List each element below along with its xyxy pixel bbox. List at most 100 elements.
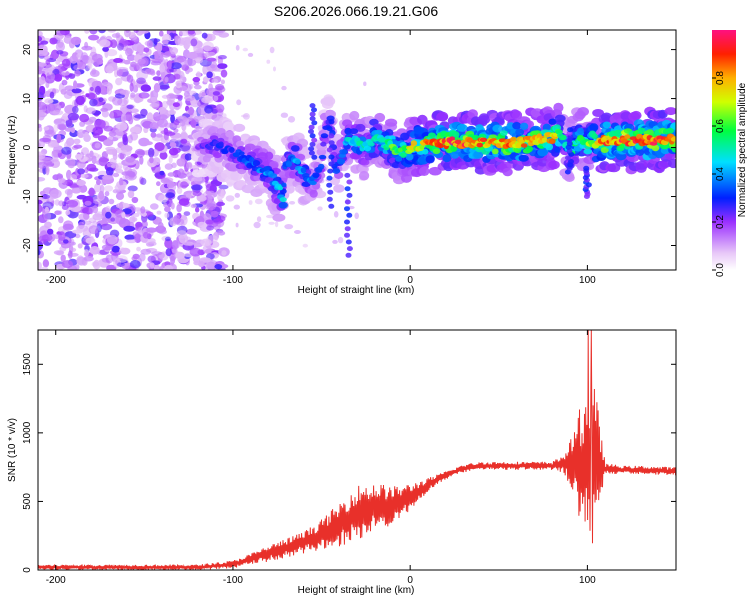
ridge-streak bbox=[344, 172, 351, 178]
noise-blob bbox=[176, 158, 186, 167]
ridge-blob bbox=[233, 123, 246, 132]
spectrogram-y-ticks: -20 -10 0 10 20 bbox=[22, 44, 676, 253]
noise-blob bbox=[363, 81, 367, 87]
noise-blob bbox=[92, 220, 98, 227]
ridge-streak bbox=[328, 161, 335, 167]
y-tick-label: -10 bbox=[22, 189, 33, 204]
noise-blob bbox=[173, 214, 180, 220]
noise-blob bbox=[64, 188, 73, 195]
noise-blob bbox=[39, 238, 47, 245]
ridge-blob bbox=[309, 180, 317, 186]
noise-blob bbox=[140, 177, 147, 185]
ridge-blob bbox=[592, 109, 604, 117]
noise-blob bbox=[213, 95, 219, 102]
noise-blob bbox=[171, 240, 179, 250]
ridge-blob bbox=[295, 159, 301, 165]
ridge-blob bbox=[337, 158, 345, 165]
ridge-blob bbox=[418, 166, 430, 176]
noise-blob bbox=[106, 264, 117, 270]
noise-blob bbox=[149, 71, 156, 76]
ridge-blob bbox=[637, 127, 646, 134]
noise-blob bbox=[130, 92, 136, 98]
noise-blob bbox=[182, 241, 194, 246]
ridge-blob bbox=[467, 109, 479, 119]
noise-blob bbox=[63, 91, 73, 99]
noise-blob bbox=[38, 110, 45, 121]
noise-blob bbox=[88, 34, 100, 41]
noise-blob bbox=[235, 44, 240, 51]
noise-blob bbox=[192, 76, 201, 83]
ridge-streak bbox=[326, 182, 333, 188]
noise-blob bbox=[164, 131, 176, 136]
noise-blob bbox=[149, 103, 159, 108]
snr-x-label: Height of straight line (km) bbox=[298, 585, 415, 596]
noise-blob bbox=[77, 243, 83, 249]
noise-blob bbox=[58, 124, 67, 131]
noise-blob bbox=[210, 64, 216, 69]
noise-blob bbox=[117, 43, 124, 51]
noise-blob bbox=[268, 221, 275, 225]
noise-blob bbox=[234, 192, 240, 198]
noise-blob bbox=[136, 70, 149, 81]
noise-blob bbox=[101, 110, 109, 118]
noise-blob bbox=[106, 234, 118, 245]
noise-blob bbox=[185, 228, 197, 235]
ridge-blob bbox=[473, 150, 484, 159]
noise-blob bbox=[119, 247, 126, 255]
y-tick-label: 1000 bbox=[22, 421, 33, 444]
noise-blob bbox=[269, 46, 275, 54]
noise-blob bbox=[184, 94, 195, 102]
noise-blob bbox=[161, 39, 169, 45]
noise-blob bbox=[76, 129, 86, 139]
noise-blob bbox=[175, 80, 182, 89]
ridge-blob bbox=[428, 132, 436, 139]
ridge-blob bbox=[515, 142, 522, 149]
noise-blob bbox=[206, 190, 216, 199]
noise-blob bbox=[202, 213, 212, 222]
noise-blob bbox=[161, 94, 170, 99]
noise-blob bbox=[53, 124, 59, 133]
noise-blob bbox=[151, 96, 158, 103]
colorbar-ticks: 0.0 0.2 0.4 0.6 0.8 bbox=[712, 71, 726, 277]
ridge-streak bbox=[309, 141, 316, 147]
snr-x-ticks: -200 -100 0 100 bbox=[46, 330, 596, 586]
ridge-blob bbox=[671, 146, 676, 153]
noise-blob bbox=[56, 133, 62, 144]
colorbar-tick-label: 0.4 bbox=[715, 167, 726, 181]
ridge-streak bbox=[311, 137, 318, 143]
ridge-blob bbox=[554, 114, 566, 123]
noise-blob bbox=[41, 194, 51, 200]
ridge-blob bbox=[252, 160, 261, 167]
noise-blob bbox=[54, 73, 63, 82]
noise-blob bbox=[123, 225, 136, 232]
noise-blob bbox=[55, 59, 61, 65]
ridge-blob bbox=[577, 107, 589, 117]
noise-blob bbox=[38, 199, 43, 205]
noise-blob bbox=[69, 241, 76, 246]
noise-blob bbox=[61, 79, 68, 86]
ridge-streak bbox=[344, 232, 350, 238]
noise-blob bbox=[154, 51, 159, 61]
noise-blob bbox=[149, 122, 159, 130]
ridge-blob bbox=[561, 134, 567, 140]
ridge-blob bbox=[238, 151, 245, 156]
noise-blob bbox=[332, 239, 338, 244]
noise-blob bbox=[91, 155, 97, 165]
noise-blob bbox=[50, 142, 60, 148]
ridge-streak bbox=[327, 189, 334, 195]
ridge-blob bbox=[300, 167, 307, 174]
ridge-blob bbox=[235, 140, 245, 148]
noise-blob bbox=[126, 74, 134, 83]
ridge-blob bbox=[228, 147, 235, 153]
noise-blob bbox=[70, 36, 82, 46]
noise-blob bbox=[177, 168, 185, 178]
noise-blob bbox=[148, 147, 155, 158]
noise-blob bbox=[47, 228, 54, 235]
snr-panel: -200 -100 0 100 0 500 1000 1500 Height of stra… bbox=[7, 329, 677, 596]
noise-blob bbox=[38, 140, 45, 149]
noise-blob bbox=[65, 210, 71, 215]
ridge-blob bbox=[492, 124, 503, 133]
ridge-blob bbox=[269, 161, 279, 169]
noise-blob bbox=[132, 84, 139, 93]
noise-blob bbox=[205, 33, 216, 42]
